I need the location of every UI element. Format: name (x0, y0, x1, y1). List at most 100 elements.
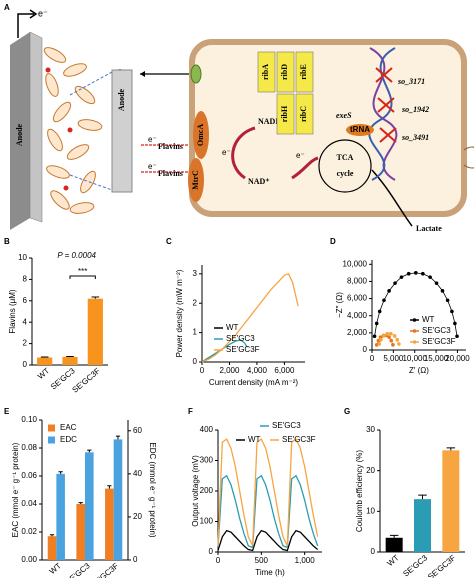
error-bar (91, 296, 100, 299)
series-line (217, 474, 319, 549)
point (397, 342, 401, 346)
y-tick-label: 0.00 (21, 555, 37, 564)
point (382, 334, 386, 338)
gene-label: ribD (280, 64, 289, 80)
zoom-line (69, 71, 113, 96)
electron-label: e⁻ (296, 151, 305, 160)
y-axis-label: Output voltage (mV) (191, 455, 200, 527)
x-tick-label: 6,000 (274, 366, 295, 375)
point (450, 309, 454, 314)
lactate-label: Lactate (416, 224, 442, 233)
porin (190, 64, 202, 84)
x-tick-label: 1,000 (295, 556, 316, 565)
x-tick-label: 15,000 (424, 354, 449, 363)
y-tick-label: 0 (363, 345, 368, 354)
dna-strand (368, 47, 396, 181)
y-tick-label: 4 (23, 317, 28, 326)
y-tick-label: 2 (23, 339, 28, 348)
y-tick-label: 0 (371, 547, 376, 556)
flavin (45, 67, 51, 73)
anode-face (29, 31, 43, 223)
dna-strand (369, 47, 398, 181)
point (392, 334, 397, 338)
legend-label: EAC (60, 423, 77, 432)
point (440, 289, 445, 293)
flavin-arrow (140, 144, 188, 173)
point (391, 343, 395, 347)
point (428, 275, 432, 279)
panel-label: B (4, 237, 10, 246)
point (385, 331, 390, 336)
flavins-label: Flavins (158, 142, 183, 151)
x-tick-label: SE'GC3F (70, 366, 102, 395)
electron-label: e⁻ (222, 148, 231, 157)
y-tick-label: 10 (18, 253, 27, 262)
error-bar (107, 485, 112, 489)
flavins-label: Flavins (158, 169, 183, 178)
y-tick-label: 100 (200, 517, 214, 526)
x-axis-label: Time (h) (255, 568, 285, 577)
bar (85, 452, 94, 560)
gene-box (295, 93, 314, 135)
gene-box (257, 51, 276, 93)
knockout-label: so_1942 (401, 105, 429, 114)
legend-swatch (48, 436, 55, 444)
y-tick-label: 2 (193, 298, 198, 307)
y2-tick-label: 60 (133, 426, 142, 435)
legend-swatch (412, 329, 417, 333)
bracket (69, 275, 96, 279)
anode-small (111, 69, 133, 193)
point (374, 321, 379, 326)
cell (63, 63, 87, 77)
panel-label: D (330, 237, 336, 246)
omc-label: OmcA (196, 124, 205, 146)
y-tick-label: 8 (23, 275, 28, 284)
trna-shape (346, 124, 374, 136)
x-axis-label: Z′ (Ω) (409, 366, 429, 375)
x-tick-label: 0 (216, 556, 221, 565)
cell (43, 47, 67, 63)
y-tick-label: 0 (209, 547, 214, 556)
y-tick-label: 3 (193, 269, 198, 278)
legend-label: EDC (60, 435, 77, 444)
gene-label: ribE (299, 64, 308, 80)
bar (87, 298, 103, 365)
electron-label: e⁻ (148, 135, 157, 144)
series-line (201, 273, 299, 363)
series-line (201, 339, 248, 363)
y-tick-label: 0.04 (21, 499, 37, 508)
bar (414, 499, 431, 552)
panel-label: E (4, 407, 10, 416)
legend-label: SE'GC3 (226, 334, 255, 343)
x-tick-label: 500 (255, 556, 269, 565)
point (395, 337, 400, 342)
cell (77, 119, 103, 131)
point (445, 298, 450, 303)
y-tick-label: 10,000 (343, 259, 368, 268)
y-tick-label: 8,000 (347, 277, 368, 286)
y-tick-label: 300 (200, 456, 214, 465)
zoom-line (69, 174, 113, 191)
x-axis-label: Current density (mA m⁻²) (209, 378, 298, 387)
knockout-label: so_3171 (397, 77, 425, 86)
y-tick-label: 6,000 (347, 294, 368, 303)
error-bar (389, 534, 399, 538)
annotation: P = 0.0004 (57, 251, 96, 260)
legend-label: WT (248, 435, 261, 444)
y-tick-label: 0.02 (21, 527, 37, 536)
redox-arrow (231, 126, 256, 180)
nad-label: NAD⁺ (248, 177, 270, 186)
point (399, 275, 404, 279)
cell (74, 85, 96, 105)
x-tick-label: SE'GC3F (89, 561, 121, 578)
legend-label: SE'GC3F (422, 337, 456, 346)
bar (37, 357, 53, 365)
bar (56, 473, 65, 560)
electron-label: e⁻ (148, 162, 157, 171)
point (389, 331, 393, 336)
error-bar (115, 435, 121, 440)
cell-body (189, 39, 467, 217)
x-tick-label: WT (48, 561, 63, 576)
y-axis-label: Flavins (μM) (8, 289, 17, 334)
anode-side (10, 32, 30, 230)
